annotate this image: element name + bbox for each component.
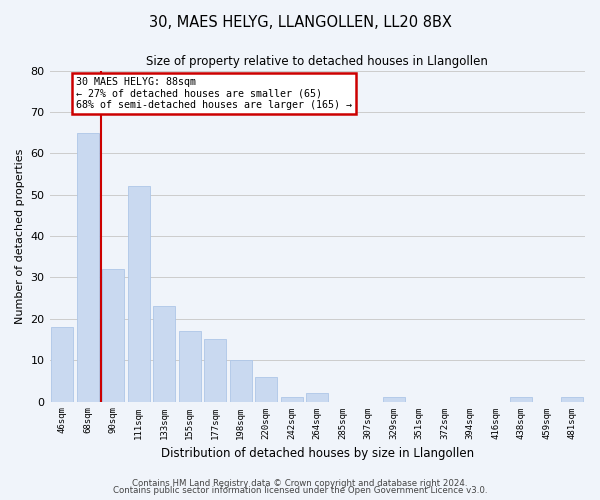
Bar bbox=[383, 398, 404, 402]
Title: Size of property relative to detached houses in Llangollen: Size of property relative to detached ho… bbox=[146, 55, 488, 68]
Y-axis label: Number of detached properties: Number of detached properties bbox=[15, 148, 25, 324]
X-axis label: Distribution of detached houses by size in Llangollen: Distribution of detached houses by size … bbox=[161, 447, 474, 460]
Bar bbox=[256, 376, 277, 402]
Bar bbox=[128, 186, 149, 402]
Bar bbox=[77, 132, 98, 402]
Bar bbox=[154, 306, 175, 402]
Bar bbox=[205, 340, 226, 402]
Bar bbox=[52, 327, 73, 402]
Bar bbox=[179, 331, 200, 402]
Bar bbox=[230, 360, 251, 402]
Bar bbox=[281, 398, 302, 402]
Bar bbox=[511, 398, 532, 402]
Text: 30 MAES HELYG: 88sqm
← 27% of detached houses are smaller (65)
68% of semi-detac: 30 MAES HELYG: 88sqm ← 27% of detached h… bbox=[76, 77, 352, 110]
Bar bbox=[307, 394, 328, 402]
Text: Contains HM Land Registry data © Crown copyright and database right 2024.: Contains HM Land Registry data © Crown c… bbox=[132, 478, 468, 488]
Text: Contains public sector information licensed under the Open Government Licence v3: Contains public sector information licen… bbox=[113, 486, 487, 495]
Text: 30, MAES HELYG, LLANGOLLEN, LL20 8BX: 30, MAES HELYG, LLANGOLLEN, LL20 8BX bbox=[149, 15, 451, 30]
Bar bbox=[103, 269, 124, 402]
Bar bbox=[562, 398, 583, 402]
